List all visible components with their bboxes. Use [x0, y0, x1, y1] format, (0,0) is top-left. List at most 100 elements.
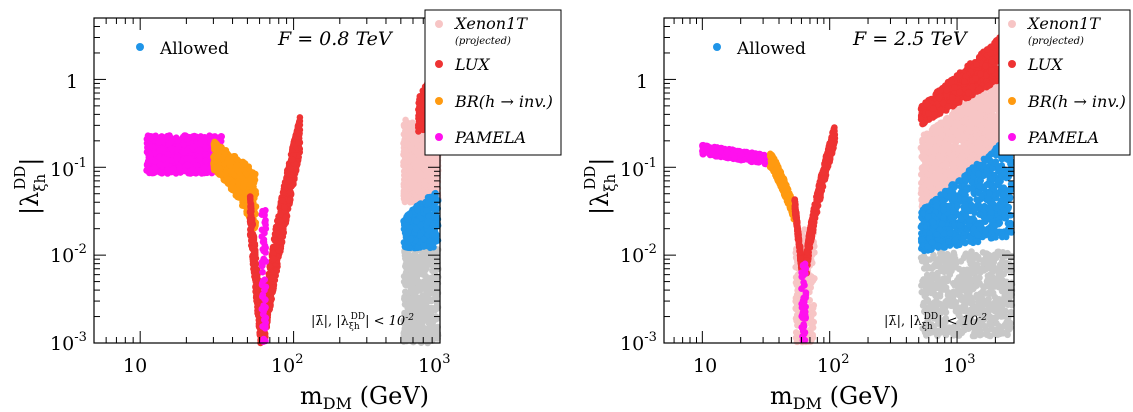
- lux-point: [281, 204, 289, 211]
- br-point: [213, 147, 220, 154]
- left-scatter-points: [143, 74, 442, 347]
- pamela-point: [152, 168, 159, 175]
- left-legend-xenon: Xenon1T: [453, 14, 528, 33]
- pamela-point: [156, 147, 163, 154]
- br-point: [240, 195, 247, 203]
- left-legend-br: BR(h → inv.): [454, 92, 553, 111]
- br-point: [778, 172, 786, 180]
- allowed-point: [406, 210, 413, 218]
- lux-point: [418, 94, 426, 102]
- excluded-point: [407, 288, 415, 295]
- lux-point: [794, 228, 801, 235]
- pamela-point: [147, 151, 154, 159]
- xenon-point: [415, 169, 423, 177]
- lux-point: [246, 194, 254, 202]
- lux-point: [795, 235, 802, 242]
- xenon-point: [402, 184, 410, 191]
- lux-point: [247, 224, 255, 232]
- left-legend-pamela: PAMELA: [454, 128, 526, 147]
- lux-point: [251, 265, 258, 273]
- pamela-point: [176, 163, 183, 171]
- excluded-point: [420, 315, 428, 322]
- pamela-point: [261, 219, 269, 226]
- pamela-point: [194, 167, 202, 175]
- excluded-point: [424, 325, 432, 333]
- left-xtick-10: 10: [123, 355, 147, 377]
- left-xtick-1000: 103: [418, 352, 450, 377]
- xenon-point: [430, 159, 438, 167]
- pamela-point: [202, 143, 210, 151]
- pamela-point: [189, 143, 196, 151]
- right-panel: 1 10-1 10-2 10-3 10 102 103 mDM (GeV) |λ…: [581, 9, 1131, 412]
- excluded-point: [429, 306, 437, 314]
- br-point: [250, 170, 257, 178]
- lux-point: [280, 228, 287, 235]
- br-point: [769, 152, 776, 160]
- pamela-point: [737, 151, 744, 158]
- xenon-point: [415, 142, 423, 150]
- lux-point: [253, 275, 261, 283]
- pamela-point: [713, 153, 721, 160]
- pamela-point: [202, 157, 210, 164]
- pamela-point: [260, 302, 267, 309]
- pamela-point: [699, 145, 707, 153]
- left-ytick-0.01: 10-2: [50, 242, 87, 267]
- allowed-point: [423, 207, 430, 214]
- xenon-point: [403, 197, 411, 204]
- pamela-point: [173, 154, 181, 161]
- xenon-point: [407, 144, 415, 151]
- excluded-point: [433, 285, 441, 292]
- excluded-point: [427, 316, 434, 324]
- left-legend-pamela-marker: [435, 133, 443, 141]
- lux-point: [247, 217, 254, 224]
- excluded-point: [414, 304, 422, 312]
- pamela-point: [168, 145, 176, 153]
- pamela-point: [261, 321, 269, 329]
- pamela-point: [196, 147, 203, 154]
- lux-point: [271, 237, 279, 244]
- excluded-point: [427, 296, 435, 304]
- xenon-point: [793, 338, 801, 346]
- br-point: [221, 149, 228, 156]
- pamela-point: [180, 141, 187, 148]
- excluded-point: [429, 250, 437, 258]
- xenon-point: [417, 136, 425, 144]
- br-point: [783, 192, 790, 200]
- xenon-point: [807, 338, 814, 345]
- xenon-point: [421, 181, 429, 189]
- excluded-point: [426, 285, 434, 293]
- br-point: [234, 178, 242, 185]
- br-point: [224, 158, 232, 166]
- pamela-point: [201, 150, 209, 158]
- xenon-point: [808, 324, 815, 332]
- pamela-point: [262, 283, 270, 291]
- left-ytick-0.1: 10-1: [50, 156, 87, 181]
- excluded-point: [405, 325, 413, 333]
- lux-point: [279, 189, 287, 196]
- pamela-point: [259, 238, 267, 246]
- lux-point: [251, 248, 258, 255]
- br-point: [217, 171, 225, 178]
- xenon-point: [400, 121, 408, 129]
- excluded-point: [415, 270, 423, 278]
- br-point: [233, 156, 241, 163]
- allowed-point: [407, 235, 415, 243]
- pamela-point: [258, 211, 266, 218]
- pamela-point: [156, 161, 163, 168]
- excluded-point: [419, 327, 426, 334]
- left-legend-xenon-sub: (projected): [455, 36, 511, 47]
- left-panel: 1 10-1 10-2 10-3 10 102 103 mDM (GeV) |λ…: [11, 9, 562, 412]
- lux-point: [269, 249, 277, 257]
- pamela-point: [189, 133, 197, 140]
- lux-point: [288, 156, 296, 163]
- pamela-point: [164, 133, 171, 140]
- br-point: [778, 182, 786, 189]
- pamela-point: [750, 152, 757, 159]
- lux-point: [295, 130, 303, 137]
- xenon-point: [809, 304, 817, 312]
- excluded-point: [405, 305, 412, 312]
- xenon-point: [406, 167, 414, 175]
- excluded-point: [425, 276, 433, 284]
- xenon-point: [409, 155, 417, 163]
